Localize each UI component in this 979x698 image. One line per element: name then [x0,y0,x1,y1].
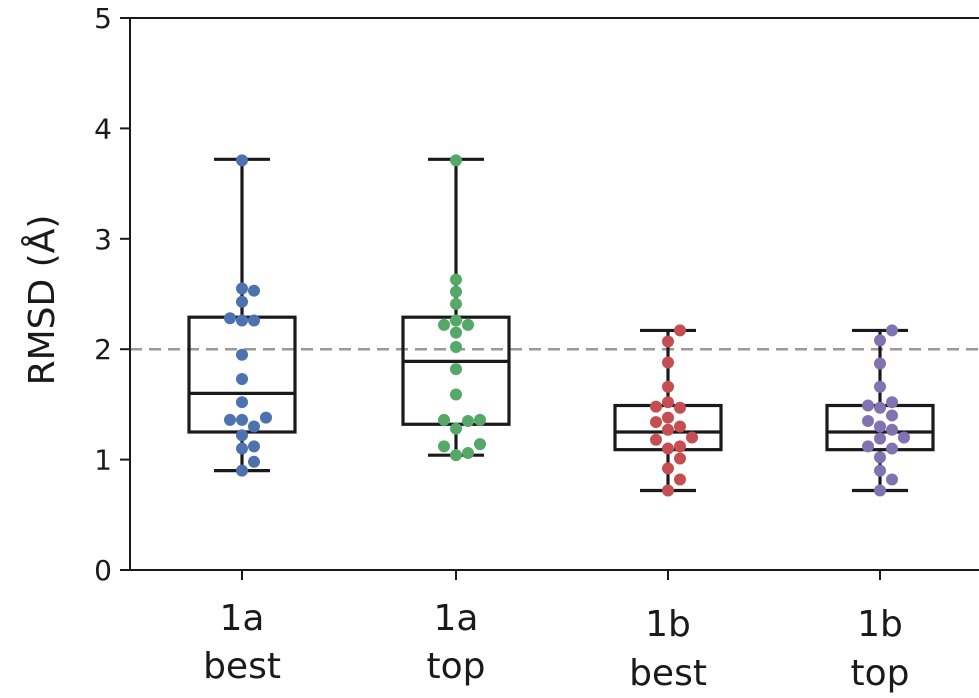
data-point [662,411,674,424]
x-tick-label-line1: 1a [434,598,479,639]
data-point [886,423,898,436]
data-point [874,401,886,414]
data-point [450,285,462,298]
data-point [662,423,674,436]
data-point [236,396,248,409]
y-tick-label: 1 [94,444,112,477]
x-tick-label-line2: best [203,646,281,687]
data-point [236,154,248,167]
data-point [662,462,674,475]
data-point [874,451,886,464]
data-point [248,314,260,327]
x-tick-label-line1: 1b [857,604,903,645]
data-point [886,473,898,486]
data-point [248,440,260,453]
data-point [662,396,674,409]
data-point [450,422,462,435]
data-point [236,413,248,426]
data-point [450,326,462,339]
data-point [874,484,886,497]
data-point [862,440,874,453]
x-tick-label-line2: best [629,653,707,694]
data-point [674,401,686,414]
data-point [862,414,874,427]
data-point [450,273,462,286]
data-point [450,363,462,376]
data-point [474,438,486,451]
data-point [862,399,874,412]
data-point [874,380,886,393]
data-point [674,420,686,433]
data-point [662,335,674,348]
data-point [874,432,886,445]
data-point [450,154,462,167]
data-point [462,414,474,427]
x-tick-label-line1: 1a [220,598,265,639]
y-tick-label: 5 [94,2,112,35]
data-point [650,433,662,446]
data-point [662,380,674,393]
data-point [474,413,486,426]
data-point [662,442,674,455]
x-tick-label-line2: top [427,646,486,687]
data-point [438,440,450,453]
axes: 0 1 2 3 4 5 1a best 1a top 1b best 1b top [94,2,979,694]
data-point [662,356,674,369]
data-point [224,312,236,325]
data-point [650,400,662,413]
data-point [450,449,462,462]
data-point [236,282,248,295]
data-point [438,318,450,331]
data-point [462,446,474,459]
data-point [236,373,248,386]
plot-area [130,154,979,497]
data-point [462,318,474,331]
data-point [886,409,898,422]
y-tick-label: 4 [94,112,112,145]
data-point [650,416,662,429]
data-point [248,284,260,297]
data-point [260,411,272,424]
data-point [236,295,248,308]
data-point [450,314,462,327]
x-tick-label-line1: 1b [645,604,691,645]
data-point [674,473,686,486]
data-point [236,429,248,442]
data-point [886,396,898,409]
data-point [450,388,462,401]
data-point [874,420,886,433]
data-point [236,348,248,361]
y-tick-label: 0 [94,554,112,587]
data-point [874,334,886,347]
data-point [886,324,898,337]
x-tick-label-line2: top [851,653,910,694]
y-tick-label: 3 [94,223,112,256]
y-tick-label: 2 [94,333,112,366]
data-point [450,340,462,353]
data-point [674,440,686,453]
data-point [674,324,686,337]
data-point [224,413,236,426]
data-point [248,455,260,468]
data-point [662,484,674,497]
data-point [438,413,450,426]
data-point [686,431,698,444]
data-point [236,442,248,455]
data-point [236,464,248,477]
data-point [874,357,886,370]
data-point [450,297,462,310]
data-point [874,464,886,477]
data-point [236,314,248,327]
data-point [886,442,898,455]
y-axis-label: RMSD (Å) [20,215,63,386]
data-point [674,452,686,465]
data-point [248,420,260,433]
data-point [898,431,910,444]
